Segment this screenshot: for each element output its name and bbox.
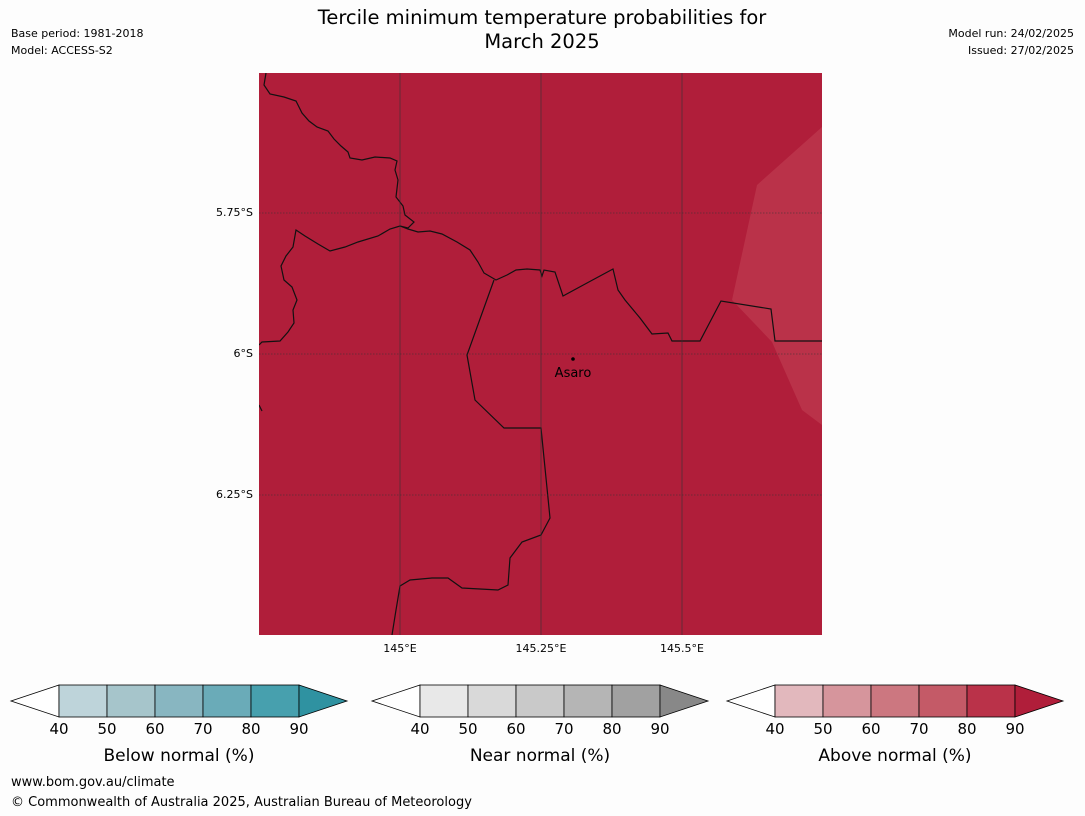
near-normal-ticks: 40 50 60 70 80 90 (370, 719, 710, 739)
boundaries (259, 73, 822, 635)
border-fragment (259, 404, 263, 412)
legend-below-normal: 40 50 60 70 80 90 Below normal (%) (9, 684, 349, 767)
lon-label-145: 145°E (383, 642, 417, 655)
colorbar-cell (611, 684, 661, 718)
colorbar-min-arrow (370, 684, 421, 718)
colorbar-cell (202, 684, 252, 718)
colorbar-min-arrow (725, 684, 776, 718)
colorbar-cell (822, 684, 872, 718)
colorbar-cell (58, 684, 108, 718)
tick-label: 90 (289, 720, 309, 738)
lat-label-5-75: 5.75°S (216, 206, 253, 219)
model-run-text: Model run: 24/02/2025 (948, 27, 1074, 40)
legend-near-normal: 40 50 60 70 80 90 Near normal (%) (370, 684, 710, 767)
place-label: Asaro (555, 366, 592, 381)
colorbar-cell (106, 684, 156, 718)
graticule (259, 73, 822, 635)
colorbar-cell (515, 684, 565, 718)
title-line-1: Tercile minimum temperature probabilitie… (317, 6, 767, 29)
model-info: Base period: 1981-2018 Model: ACCESS-S2 (11, 25, 143, 59)
tick-label: 90 (1005, 720, 1025, 738)
run-info: Model run: 24/02/2025 Issued: 27/02/2025 (948, 25, 1074, 59)
border-west (259, 73, 415, 346)
tick-label: 70 (909, 720, 929, 738)
title-line-2: March 2025 (484, 30, 600, 53)
below-normal-colorbar (9, 684, 349, 718)
colorbar-cell (966, 684, 1016, 718)
lat-label-6: 6°S (233, 347, 253, 360)
tick-label: 80 (602, 720, 622, 738)
colorbar-cell (774, 684, 824, 718)
tick-label: 40 (49, 720, 69, 738)
lat-label-6-25: 6.25°S (216, 488, 253, 501)
tick-label: 50 (813, 720, 833, 738)
tick-label: 70 (554, 720, 574, 738)
colorbar-max-arrow (1014, 684, 1065, 718)
footer: www.bom.gov.au/climate © Commonwealth of… (11, 773, 472, 813)
colorbar-cell (870, 684, 920, 718)
base-period-text: Base period: 1981-2018 (11, 27, 144, 40)
model-name-text: Model: ACCESS-S2 (11, 44, 113, 57)
tick-label: 70 (193, 720, 213, 738)
lower-probability-area (732, 127, 822, 425)
colorbar-cell (419, 684, 469, 718)
legend-above-normal: 40 50 60 70 80 90 Above normal (%) (725, 684, 1065, 767)
above-normal-colorbar (725, 684, 1065, 718)
below-normal-title: Below normal (%) (103, 746, 255, 766)
issued-text: Issued: 27/02/2025 (967, 44, 1074, 57)
above-normal-title: Above normal (%) (818, 746, 972, 766)
tick-label: 60 (145, 720, 165, 738)
copyright-text: © Commonwealth of Australia 2025, Austra… (11, 795, 472, 810)
border-north (399, 225, 822, 342)
tick-label: 80 (957, 720, 977, 738)
colorbar-max-arrow (298, 684, 349, 718)
tick-label: 40 (410, 720, 430, 738)
colorbar-cell (563, 684, 613, 718)
colorbar-cell (154, 684, 204, 718)
above-normal-ticks: 40 50 60 70 80 90 (725, 719, 1065, 739)
near-normal-colorbar (370, 684, 710, 718)
tick-label: 80 (241, 720, 261, 738)
map-title: Tercile minimum temperature probabilitie… (242, 6, 842, 54)
tick-label: 50 (97, 720, 117, 738)
tick-label: 40 (765, 720, 785, 738)
colorbar-max-arrow (659, 684, 710, 718)
tick-label: 50 (458, 720, 478, 738)
colorbar-cell (467, 684, 517, 718)
website-text: www.bom.gov.au/climate (11, 775, 175, 790)
border-south (391, 279, 551, 635)
tick-label: 90 (650, 720, 670, 738)
lon-label-145-5: 145.5°E (660, 642, 704, 655)
colorbar-cell (918, 684, 968, 718)
below-normal-ticks: 40 50 60 70 80 90 (9, 719, 349, 739)
near-normal-title: Near normal (%) (469, 746, 611, 766)
colorbar-min-arrow (9, 684, 60, 718)
colorbar-cell (250, 684, 300, 718)
tick-label: 60 (861, 720, 881, 738)
probability-map: Asaro (259, 73, 822, 635)
tick-label: 60 (506, 720, 526, 738)
place-marker (571, 357, 575, 361)
lon-label-145-25: 145.25°E (515, 642, 567, 655)
